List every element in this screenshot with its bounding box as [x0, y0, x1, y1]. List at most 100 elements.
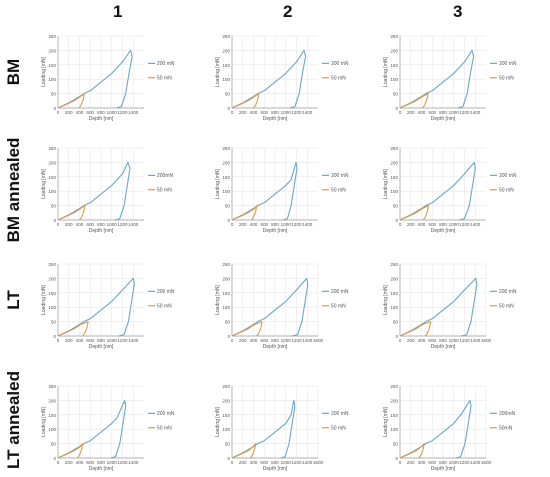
x-tick-label: 600	[260, 338, 268, 343]
y-tick-label: 250	[222, 384, 230, 389]
y-axis-label: Loading [mN]	[215, 169, 221, 199]
x-tick-label: 1200	[459, 110, 470, 115]
x-axis-label: Depth [nm]	[263, 344, 288, 350]
y-tick-label: 100	[48, 189, 56, 194]
x-tick-label: 1400	[470, 338, 481, 343]
x-tick-label: 800	[97, 110, 105, 115]
x-tick-label: 600	[86, 460, 94, 465]
x-tick-label: 800	[271, 110, 279, 115]
series-line	[399, 321, 432, 337]
x-axis-label: Depth [nm]	[263, 116, 288, 122]
y-tick-label: 200	[390, 160, 398, 165]
x-axis-label: Depth [nm]	[431, 344, 456, 350]
legend-label: 200 mN	[499, 173, 517, 179]
y-tick-label: 0	[395, 334, 398, 339]
y-tick-label: 100	[390, 427, 398, 432]
x-tick-label: 1400	[470, 222, 481, 227]
x-tick-label: 1000	[107, 338, 118, 343]
x-tick-label: 0	[399, 110, 402, 115]
x-tick-label: 200	[65, 222, 73, 227]
x-axis-label: Depth [nm]	[89, 344, 114, 350]
x-tick-label: 800	[271, 338, 279, 343]
y-tick-label: 100	[390, 77, 398, 82]
series-line	[57, 205, 86, 221]
y-tick-label: 0	[53, 334, 56, 339]
y-tick-label: 100	[222, 427, 230, 432]
y-axis-label: Loading [mN]	[41, 285, 47, 315]
x-tick-label: 0	[57, 222, 60, 227]
series-line	[399, 277, 478, 337]
x-tick-label: 800	[439, 338, 447, 343]
x-tick-label: 1000	[281, 338, 292, 343]
series-line	[399, 205, 430, 221]
y-tick-label: 250	[390, 146, 398, 151]
x-tick-label: 1400	[470, 460, 481, 465]
x-tick-label: 600	[86, 110, 94, 115]
legend-label: 50 mN	[331, 304, 346, 310]
y-axis-label: Loading [mN]	[215, 57, 221, 87]
x-axis-label: Depth [nm]	[263, 228, 288, 234]
x-tick-label: 0	[57, 338, 60, 343]
x-tick-label: 1000	[107, 460, 118, 465]
legend-label: 50 mN	[157, 426, 172, 432]
y-tick-label: 250	[222, 34, 230, 39]
legend-label: 50 mN	[157, 76, 172, 82]
x-tick-label: 1400	[302, 110, 313, 115]
legend-label: 50 mN	[331, 76, 346, 82]
x-tick-label: 200	[65, 338, 73, 343]
x-axis-label: Depth [nm]	[263, 466, 288, 472]
x-tick-label: 400	[418, 110, 426, 115]
legend-label: 200 mN	[331, 411, 349, 417]
legend-label: 50mN	[499, 426, 513, 432]
x-tick-label: 400	[76, 222, 84, 227]
x-tick-label: 600	[260, 222, 268, 227]
x-axis-label: Depth [nm]	[89, 228, 114, 234]
y-tick-label: 250	[390, 34, 398, 39]
y-tick-label: 250	[48, 384, 56, 389]
x-tick-label: 1200	[117, 338, 128, 343]
legend-label: 200mN	[157, 173, 174, 179]
y-tick-label: 200	[48, 160, 56, 165]
x-tick-label: 1600	[313, 338, 324, 343]
x-tick-label: 1000	[449, 222, 460, 227]
x-tick-label: 200	[407, 338, 415, 343]
x-tick-label: 200	[65, 110, 73, 115]
y-tick-label: 0	[227, 456, 230, 461]
x-tick-label: 1000	[281, 110, 292, 115]
y-tick-label: 200	[222, 398, 230, 403]
y-axis-label: Loading [mN]	[383, 57, 389, 87]
x-tick-label: 1400	[302, 460, 313, 465]
x-tick-label: 600	[428, 222, 436, 227]
y-tick-label: 100	[390, 305, 398, 310]
x-tick-label: 200	[239, 110, 247, 115]
x-tick-label: 600	[428, 338, 436, 343]
x-tick-label: 600	[260, 460, 268, 465]
legend-label: 200 mN	[157, 289, 175, 295]
legend-label: 50 mN	[499, 188, 514, 194]
x-tick-label: 200	[65, 460, 73, 465]
y-tick-label: 50	[225, 442, 231, 447]
y-axis-label: Loading [mN]	[215, 407, 221, 437]
y-tick-label: 0	[53, 106, 56, 111]
y-axis-label: Loading [mN]	[215, 285, 221, 315]
x-tick-label: 1200	[117, 222, 128, 227]
legend-label: 50 mN	[499, 304, 514, 310]
y-tick-label: 50	[225, 320, 231, 325]
x-tick-label: 800	[439, 222, 447, 227]
x-tick-label: 1600	[313, 460, 324, 465]
x-tick-label: 200	[407, 460, 415, 465]
y-tick-label: 100	[222, 189, 230, 194]
x-tick-label: 1400	[470, 110, 481, 115]
y-axis-label: Loading [mN]	[41, 57, 47, 87]
legend-label: 200 mN	[157, 61, 175, 67]
y-tick-label: 250	[390, 384, 398, 389]
x-tick-label: 800	[97, 222, 105, 227]
x-tick-label: 1000	[281, 460, 292, 465]
x-tick-label: 200	[239, 460, 247, 465]
y-tick-label: 150	[390, 413, 398, 418]
x-tick-label: 200	[407, 110, 415, 115]
x-tick-label: 0	[231, 460, 234, 465]
